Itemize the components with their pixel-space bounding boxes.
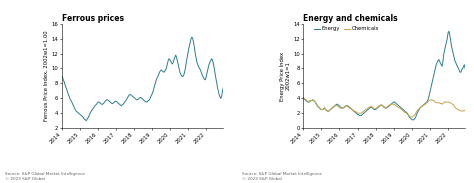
- Energy: [403, 111, 409, 113]
- Energy: [446, 30, 452, 32]
- Text: Energy and chemicals: Energy and chemicals: [303, 14, 398, 23]
- Line: Chemicals: Chemicals: [303, 98, 466, 117]
- Text: Source: S&P Global Market Intelligence
© 2023 S&P Global: Source: S&P Global Market Intelligence ©…: [242, 172, 322, 181]
- Chemicals: [366, 106, 372, 108]
- Y-axis label: Energy Price Index
2002w1=1: Energy Price Index 2002w1=1: [280, 51, 291, 100]
- Chemicals: [393, 105, 399, 107]
- Energy: [382, 107, 388, 109]
- Chemicals: [403, 111, 409, 113]
- Energy: [366, 108, 372, 110]
- Energy: [463, 69, 469, 71]
- Energy: [410, 119, 415, 121]
- Chemicals: [382, 106, 388, 108]
- Y-axis label: Ferrous Price Index, 2002w1=1.00: Ferrous Price Index, 2002w1=1.00: [44, 31, 49, 121]
- Line: Energy: Energy: [303, 31, 466, 120]
- Chemicals: [368, 105, 374, 108]
- Chemicals: [408, 116, 413, 118]
- Text: Source: S&P Global Market Intelligence
© 2023 S&P Global: Source: S&P Global Market Intelligence ©…: [5, 172, 85, 181]
- Energy: [393, 102, 399, 105]
- Energy: [368, 106, 374, 108]
- Chemicals: [463, 110, 469, 112]
- Energy: [320, 108, 326, 111]
- Legend: Energy, Chemicals: Energy, Chemicals: [314, 26, 379, 31]
- Text: Ferrous prices: Ferrous prices: [62, 14, 124, 23]
- Energy: [301, 97, 306, 99]
- Chemicals: [320, 108, 326, 111]
- Chemicals: [301, 96, 306, 99]
